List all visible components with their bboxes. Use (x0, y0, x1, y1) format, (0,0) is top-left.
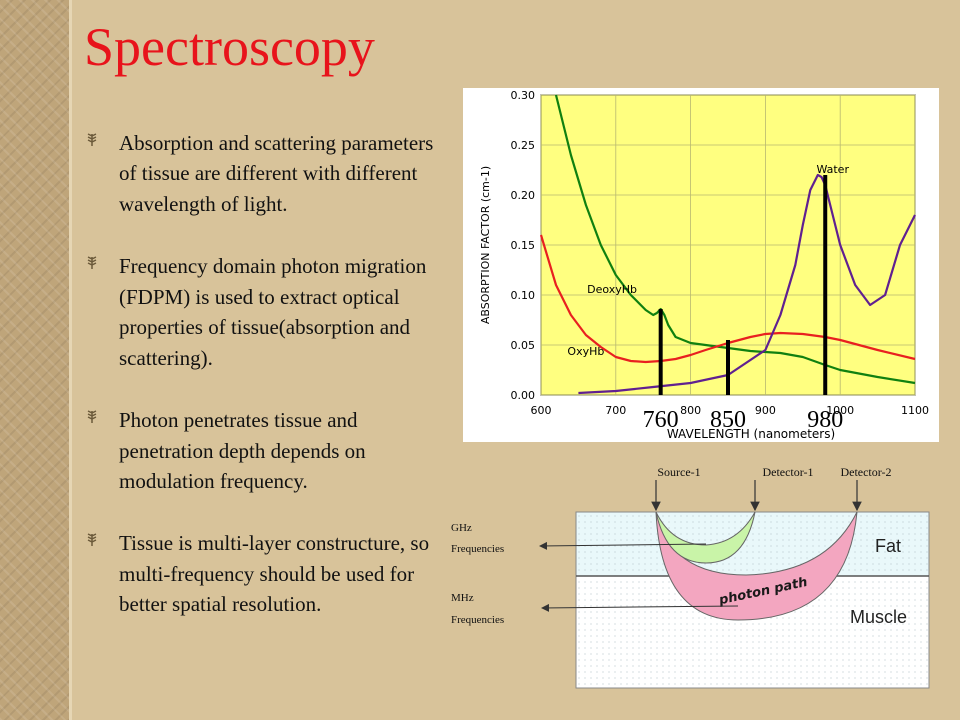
series-line-deoxyhb (554, 94, 916, 385)
ghz-photon-path (655, 511, 756, 564)
slide-left-band (0, 0, 70, 720)
y-tick-label: 0.30 (511, 89, 536, 102)
x-axis-label: WAVELENGTH (nanometers) (667, 427, 835, 441)
detector1-label: Detector-1 (762, 465, 813, 479)
ghz-arrow (539, 541, 707, 550)
x-tick-label: 800 (680, 404, 701, 417)
y-axis-label: ABSORPTION FACTOR (cm-1) (479, 166, 492, 324)
tissue-diagram: photon path Source-1 Detector-1 Detector… (451, 465, 930, 689)
wheat-sprig-icon (87, 410, 97, 424)
bullet-text: Frequency domain photon migration (FDPM)… (119, 254, 427, 370)
slide-title: Spectroscopy (84, 17, 375, 77)
series-annotation: Water (816, 163, 849, 176)
x-tick-label: 1100 (901, 404, 929, 417)
mhz-arrow (541, 603, 739, 612)
mhz-label: MHz (451, 592, 474, 604)
wheat-sprig-icon (87, 133, 97, 146)
y-tick-label: 0.25 (511, 139, 536, 152)
ghz-label: GHz (451, 522, 472, 534)
wavelength-marker-label: 980 (807, 407, 843, 433)
series-line-water (578, 173, 916, 395)
wavelength-marker-label: 760 (643, 407, 679, 433)
x-tick-label: 700 (605, 404, 626, 417)
y-tick-label: 0.00 (511, 389, 536, 402)
bullet-item: Absorption and scattering parameters of … (85, 128, 455, 219)
y-tick-label: 0.20 (511, 189, 536, 202)
y-tick-label: 0.10 (511, 289, 536, 302)
y-tick-label: 0.05 (511, 339, 536, 352)
bullet-list: Absorption and scattering parameters of … (85, 128, 455, 652)
series-line-oxyhb (539, 234, 916, 364)
mhz-photon-path (655, 511, 858, 621)
x-tick-label: 900 (755, 404, 776, 417)
slide-divider (69, 0, 72, 720)
wavelength-marker-label: 850 (710, 407, 746, 433)
source-label: Source-1 (657, 465, 700, 479)
mhz-label-line2: Frequencies (451, 614, 504, 626)
detector2-label: Detector-2 (840, 465, 891, 479)
x-tick-label: 1000 (826, 404, 854, 417)
wheat-sprig-icon (87, 256, 97, 270)
bullet-item: Photon penetrates tissue and penetration… (85, 405, 455, 496)
series-annotation: DeoxyHb (587, 283, 637, 296)
x-tick-label: 600 (531, 404, 552, 417)
absorption-chart-svg: 0.00 0.05 0.10 0.15 0.20 0.25 0.30 600 700 800 900… (479, 89, 929, 441)
absorption-chart: 0.00 0.05 0.10 0.15 0.20 0.25 0.30 600 700 800 900… (463, 88, 939, 442)
fat-label: Fat (875, 536, 901, 556)
bullet-item: Frequency domain photon migration (FDPM)… (85, 251, 455, 373)
ghz-label-line2: Frequencies (451, 543, 504, 555)
wheat-sprig-icon (87, 533, 97, 547)
series-annotation: OxyHb (567, 345, 604, 358)
bullet-text: Photon penetrates tissue and penetration… (119, 408, 366, 493)
bullet-item: Tissue is multi-layer constructure, so m… (85, 528, 455, 619)
y-tick-label: 0.15 (511, 239, 536, 252)
muscle-label: Muscle (850, 607, 907, 627)
bullet-text: Tissue is multi-layer constructure, so m… (119, 531, 430, 617)
bullet-text: Absorption and scattering parameters of … (119, 131, 434, 216)
